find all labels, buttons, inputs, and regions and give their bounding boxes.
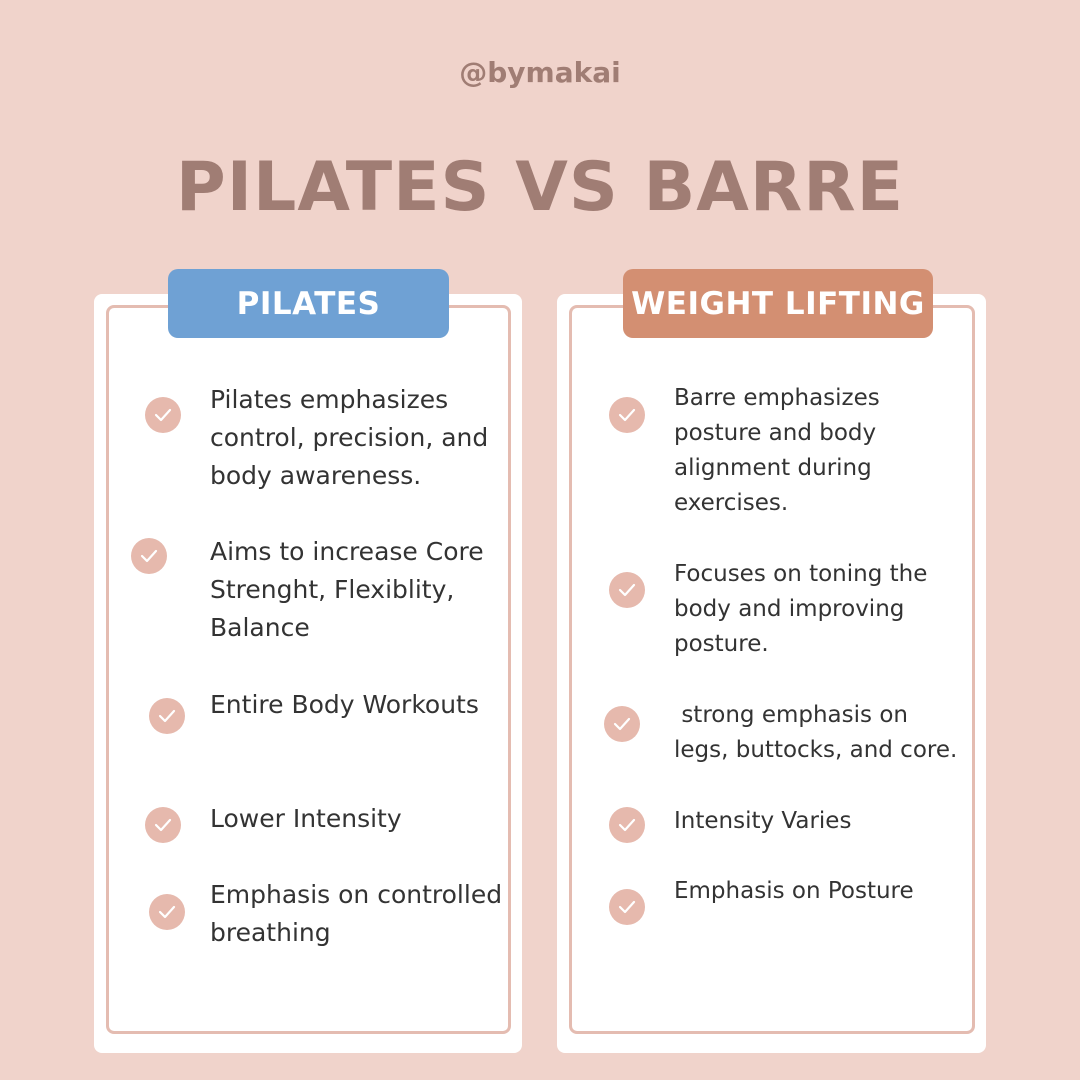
check-icon <box>149 894 185 930</box>
list-item: Emphasis on controlled breathing <box>210 880 503 947</box>
pilates-label: PILATES <box>168 269 449 338</box>
list-item: Pilates emphasizes control, precision, a… <box>210 385 489 490</box>
list-item: Entire Body Workouts <box>210 690 479 719</box>
list-item: strong emphasis on legs, buttocks, and c… <box>674 702 958 763</box>
list-item: Emphasis on Posture <box>674 878 914 904</box>
check-icon <box>609 397 645 433</box>
check-icon <box>609 889 645 925</box>
list-item: Barre emphasizes posture and body alignm… <box>674 385 880 516</box>
check-icon <box>145 807 181 843</box>
list-item: Aims to increase Core Strenght, Flexibli… <box>210 537 484 642</box>
check-icon <box>131 538 167 574</box>
check-icon <box>609 572 645 608</box>
check-icon <box>604 706 640 742</box>
list-item: Intensity Varies <box>674 808 852 834</box>
list-item: Lower Intensity <box>210 804 402 833</box>
check-icon <box>145 397 181 433</box>
check-icon <box>149 698 185 734</box>
check-icon <box>609 807 645 843</box>
author-handle: @bymakai <box>459 56 621 89</box>
weight-lifting-label: WEIGHT LIFTING <box>623 269 933 338</box>
page-title: PILATES VS BARRE <box>175 148 905 227</box>
list-item: Focuses on toning the body and improving… <box>674 561 928 657</box>
